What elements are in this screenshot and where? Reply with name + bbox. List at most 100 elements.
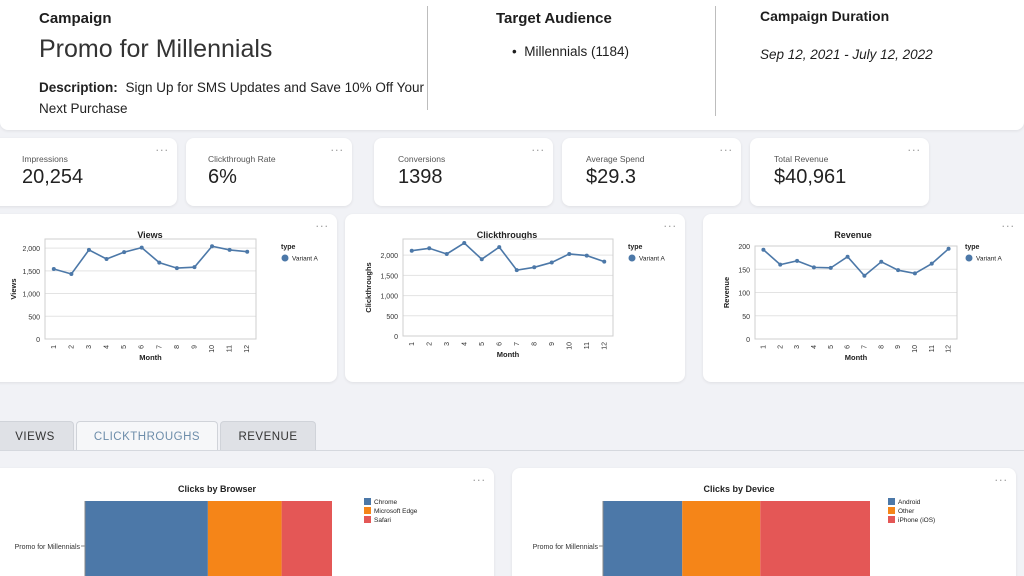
x-tick-label: 6 bbox=[139, 345, 146, 349]
legend-label: Chrome bbox=[374, 499, 398, 506]
x-tick-label: 12 bbox=[601, 342, 608, 350]
legend-swatch bbox=[628, 254, 636, 262]
y-axis-label: Revenue bbox=[722, 277, 731, 308]
y-tick-label: 1,000 bbox=[380, 294, 398, 301]
tab-revenue[interactable]: REVENUE bbox=[220, 421, 316, 451]
plot-frame bbox=[44, 238, 257, 340]
kpi-label: Impressions bbox=[22, 154, 68, 164]
chart-title: Clicks by Device bbox=[703, 484, 774, 494]
data-point bbox=[584, 253, 589, 258]
x-tick-label: 3 bbox=[794, 345, 801, 349]
card-menu-icon[interactable]: ··· bbox=[907, 144, 921, 157]
legend-swatch bbox=[888, 498, 895, 505]
card-menu-icon[interactable]: ··· bbox=[315, 220, 329, 233]
data-point bbox=[444, 251, 449, 256]
tab-clickthroughs[interactable]: CLICKTHROUGHS bbox=[76, 421, 218, 451]
x-tick-label: 6 bbox=[845, 345, 852, 349]
kpi-value: $29.3 bbox=[586, 166, 637, 188]
x-tick-label: 10 bbox=[566, 342, 573, 350]
card-menu-icon[interactable]: ··· bbox=[330, 144, 344, 157]
legend-label: Microsoft Edge bbox=[374, 508, 418, 515]
kpi-card-impressions: ··· Impressions 20,254 bbox=[0, 138, 177, 206]
data-point bbox=[879, 259, 884, 264]
campaign-description: Description: Sign Up for SMS Updates and… bbox=[39, 77, 424, 119]
card-menu-icon[interactable]: ··· bbox=[994, 474, 1008, 487]
y-tick-label: 50 bbox=[742, 314, 750, 321]
kpi-card-average-spend: ··· Average Spend $29.3 bbox=[562, 138, 741, 206]
data-point bbox=[427, 246, 432, 251]
data-point bbox=[549, 260, 554, 265]
legend-swatch bbox=[364, 516, 371, 523]
legend-swatch bbox=[965, 254, 973, 262]
series-line bbox=[411, 242, 605, 271]
x-tick-label: 4 bbox=[811, 345, 818, 349]
y-tick-label: 0 bbox=[36, 337, 40, 344]
legend-label: Variant A bbox=[976, 256, 1003, 263]
kpi-label: Total Revenue bbox=[774, 154, 829, 164]
data-point bbox=[479, 257, 484, 262]
x-tick-label: 1 bbox=[51, 345, 58, 349]
data-point bbox=[497, 245, 502, 250]
clickthroughs-chart-card: ··· Clickthroughs 0 500 1,000 1,500 2,000 1 2 3 4… bbox=[345, 214, 685, 382]
data-point bbox=[122, 250, 127, 255]
data-point bbox=[86, 247, 91, 252]
y-tick-label: 0 bbox=[746, 337, 750, 344]
x-axis-label: Month bbox=[497, 350, 520, 359]
data-point bbox=[862, 273, 867, 278]
x-tick-label: 4 bbox=[461, 342, 468, 346]
chart-title: Views bbox=[137, 230, 162, 240]
y-tick-label: 2,000 bbox=[22, 246, 40, 253]
data-point bbox=[795, 258, 800, 263]
bar-segment bbox=[85, 501, 208, 576]
kpi-card-clickthrough-rate: ··· Clickthrough Rate 6% bbox=[186, 138, 352, 206]
x-tick-label: 2 bbox=[777, 345, 784, 349]
chart-title: Clicks by Browser bbox=[178, 484, 257, 494]
y-tick-label: 200 bbox=[738, 244, 750, 251]
y-tick-label: 100 bbox=[738, 291, 750, 298]
x-tick-label: 7 bbox=[156, 345, 163, 349]
card-menu-icon[interactable]: ··· bbox=[663, 220, 677, 233]
data-point bbox=[946, 246, 951, 251]
campaign-name: Promo for Millennials bbox=[39, 35, 273, 63]
legend-title: type bbox=[281, 244, 296, 251]
card-menu-icon[interactable]: ··· bbox=[472, 474, 486, 487]
audience-label: Target Audience bbox=[496, 10, 612, 27]
x-tick-label: 9 bbox=[191, 345, 198, 349]
chart-title: Clickthroughs bbox=[477, 230, 538, 240]
data-point bbox=[845, 254, 850, 259]
description-text: Sign Up for SMS Updates and Save 10% Off… bbox=[39, 80, 424, 116]
description-label: Description: bbox=[39, 80, 118, 95]
x-tick-label: 1 bbox=[409, 342, 416, 346]
data-point bbox=[139, 245, 144, 250]
bar-segment bbox=[281, 501, 332, 576]
kpi-value: 20,254 bbox=[22, 166, 84, 188]
kpi-value: 6% bbox=[208, 166, 237, 188]
card-menu-icon[interactable]: ··· bbox=[155, 144, 169, 157]
kpi-card-total-revenue: ··· Total Revenue $40,961 bbox=[750, 138, 929, 206]
data-point bbox=[811, 265, 816, 270]
x-tick-label: 12 bbox=[244, 345, 251, 353]
data-point bbox=[69, 272, 74, 276]
kpi-card-conversions: ··· Conversions 1398 bbox=[374, 138, 553, 206]
kpi-value: $40,961 bbox=[774, 166, 847, 188]
y-tick-label: 0 bbox=[394, 334, 398, 341]
data-point bbox=[532, 265, 537, 270]
x-tick-label: 1 bbox=[760, 345, 767, 349]
x-axis-label: Month bbox=[139, 353, 162, 362]
data-point bbox=[174, 266, 179, 271]
y-tick-label: 1,500 bbox=[22, 269, 40, 276]
card-menu-icon[interactable]: ··· bbox=[531, 144, 545, 157]
clicks-by-browser-card: ··· Clicks by Browser Promo for Millennia… bbox=[0, 468, 494, 576]
card-menu-icon[interactable]: ··· bbox=[1001, 220, 1015, 233]
legend-title: type bbox=[965, 244, 980, 251]
legend-label: Safari bbox=[374, 517, 391, 524]
data-point bbox=[245, 249, 250, 254]
bar-segment bbox=[760, 501, 870, 576]
data-point bbox=[828, 265, 833, 270]
data-point bbox=[104, 257, 109, 261]
tab-views[interactable]: VIEWS bbox=[0, 421, 74, 451]
data-point bbox=[929, 261, 934, 266]
x-tick-label: 9 bbox=[895, 345, 902, 349]
card-menu-icon[interactable]: ··· bbox=[719, 144, 733, 157]
series-line bbox=[53, 245, 248, 275]
